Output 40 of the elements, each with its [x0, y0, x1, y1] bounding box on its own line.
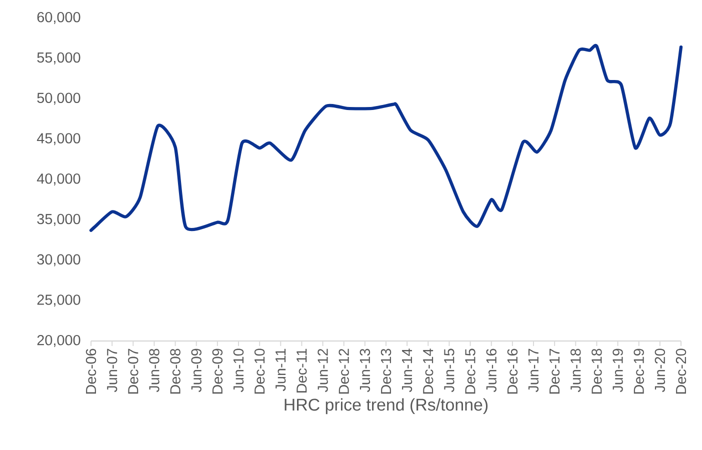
- x-tick-label: Dec-16: [507, 348, 518, 394]
- x-tick-label: Dec-20: [676, 348, 686, 394]
- x-tick-label: Jun-15: [444, 348, 454, 392]
- x-tick-label: Dec-06: [86, 348, 96, 394]
- x-tick-label: Dec-12: [338, 348, 349, 394]
- x-tick-label: Dec-13: [380, 348, 392, 394]
- x-tick-label: Dec-14: [423, 348, 434, 394]
- x-tick-label: Jun-18: [570, 348, 581, 392]
- x-axis-title: HRC price trend (Rs/tonne): [284, 398, 488, 414]
- x-tick-label: Jun-08: [149, 348, 160, 392]
- x-tick-label: Jun-13: [360, 348, 370, 392]
- x-tick-label: Jun-20: [654, 348, 666, 392]
- y-tick-label: 25,000: [37, 294, 80, 307]
- line-series: [89, 44, 683, 232]
- y-tick-label: 50,000: [37, 92, 80, 105]
- y-tick-label: 30,000: [37, 254, 80, 266]
- y-tick-label: 35,000: [37, 214, 80, 226]
- x-tick-label: Dec-17: [550, 348, 560, 394]
- x-tick-label: Jun-19: [612, 348, 623, 392]
- x-tick-label: Jun-16: [486, 348, 496, 392]
- x-tick-label: Jun-10: [233, 348, 244, 392]
- y-tick-label: 20,000: [37, 335, 80, 347]
- x-tick-label: Jun-14: [402, 348, 412, 392]
- y-tick-label: 55,000: [37, 52, 80, 64]
- x-tick-label: Dec-11: [296, 348, 307, 392]
- x-tick-label: Jun-09: [191, 348, 202, 392]
- x-tick-label: Jun-07: [106, 348, 118, 392]
- x-tick-label: Dec-10: [254, 348, 265, 394]
- x-tick-label: Dec-07: [128, 348, 138, 394]
- x-tick-label: Dec-09: [212, 348, 223, 394]
- x-tick-label: Dec-19: [634, 348, 644, 394]
- y-tick-label: 40,000: [36, 174, 80, 186]
- x-tick-label: Jun-17: [528, 348, 539, 392]
- x-tick-label: Jun-12: [318, 348, 328, 392]
- x-tick-label: Dec-08: [170, 348, 180, 394]
- y-tick-label: 60,000: [37, 12, 80, 24]
- x-tick-label: Dec-15: [465, 348, 476, 394]
- x-tick-label: Jun-11: [276, 348, 286, 392]
- x-tick-label: Dec-18: [592, 348, 602, 394]
- y-tick-label: 45,000: [36, 133, 80, 146]
